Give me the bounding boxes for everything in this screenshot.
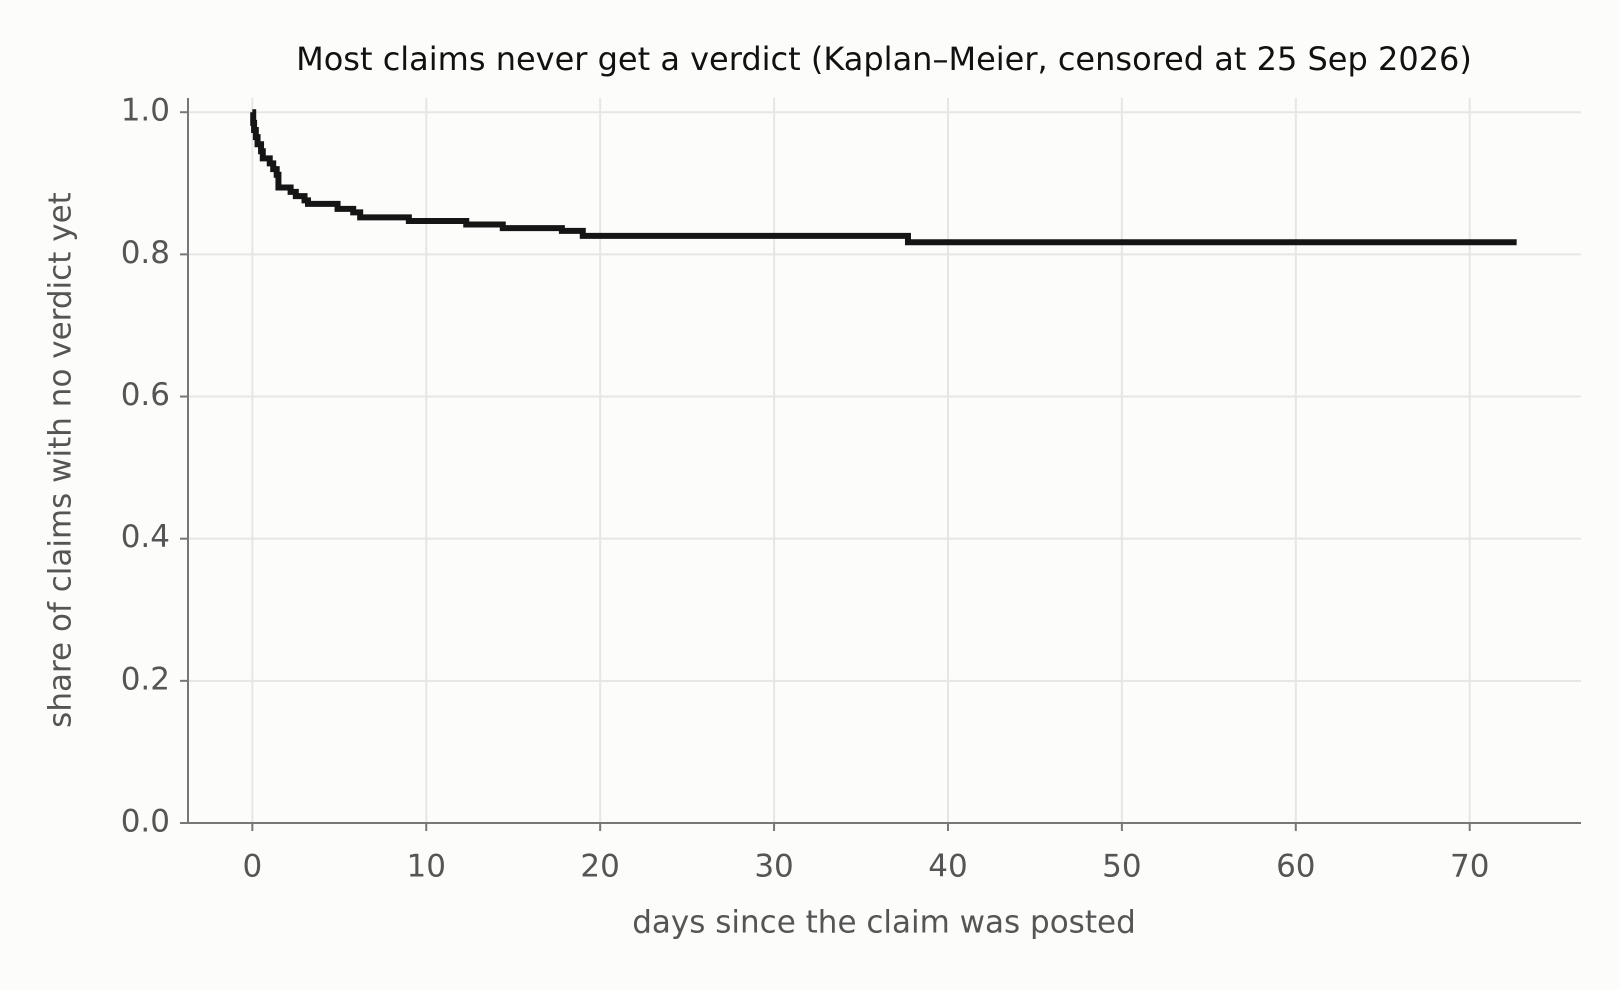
y-tick-label: 0.0 — [121, 804, 170, 840]
y-tick-label: 0.8 — [121, 235, 170, 271]
x-tick-label: 40 — [928, 849, 967, 885]
x-tick-label: 20 — [580, 849, 619, 885]
y-tick-label: 1.0 — [121, 93, 170, 129]
chart-title: Most claims never get a verdict (Kaplan–… — [296, 40, 1472, 78]
x-tick-label: 50 — [1102, 849, 1141, 885]
x-tick-label: 30 — [754, 849, 793, 885]
x-tick-label: 60 — [1276, 849, 1315, 885]
x-tick-label: 0 — [242, 849, 262, 885]
y-tick-label: 0.2 — [121, 661, 170, 697]
y-axis-label: share of claims with no verdict yet — [43, 192, 79, 728]
x-tick-label: 70 — [1450, 849, 1489, 885]
x-tick-label: 10 — [407, 849, 446, 885]
survival-curve — [250, 109, 1517, 246]
x-axis-label: days since the claim was posted — [632, 905, 1136, 941]
y-tick-label: 0.6 — [121, 377, 170, 413]
y-tick-label: 0.4 — [121, 519, 170, 555]
